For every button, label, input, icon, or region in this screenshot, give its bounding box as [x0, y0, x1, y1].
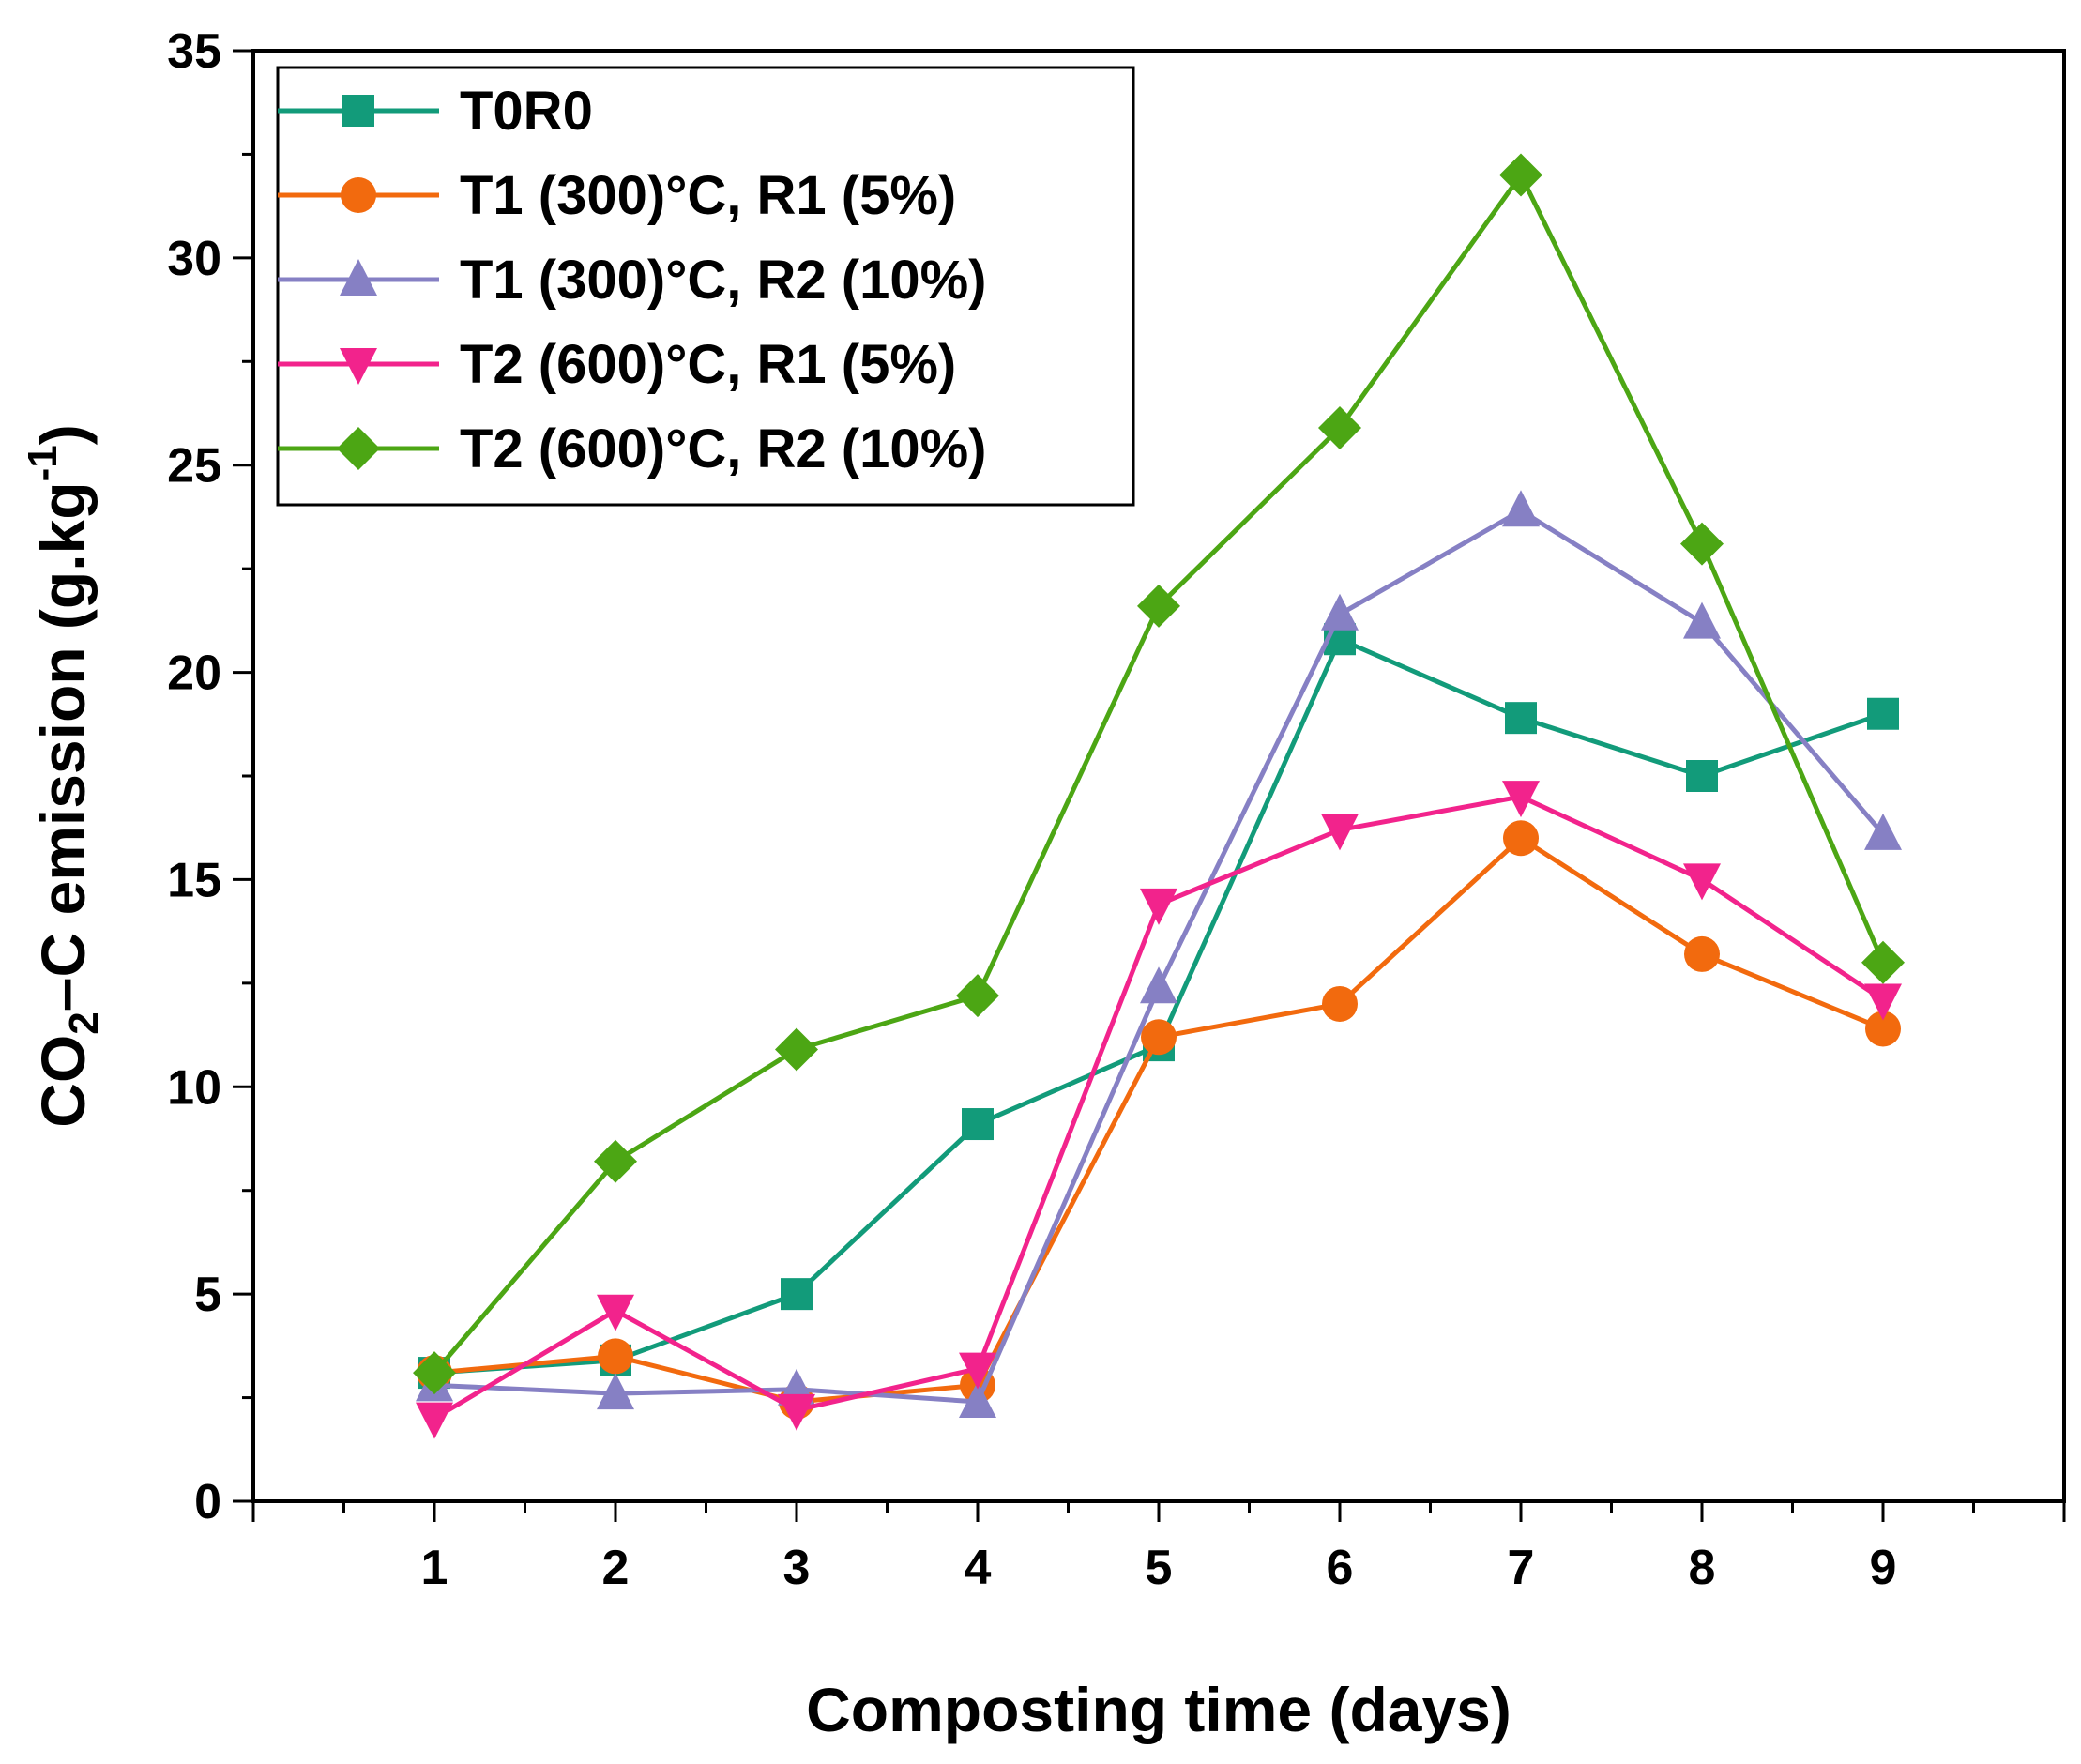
- data-point: [1684, 935, 1720, 972]
- legend-entry: T1 (300)°C, R2 (10%): [278, 250, 986, 311]
- data-point: [1502, 781, 1540, 818]
- data-point: [1322, 985, 1358, 1022]
- legend-label: T1 (300)°C, R1 (5%): [460, 165, 956, 226]
- series-layer: [413, 153, 1905, 1439]
- x-tick-label: 1: [421, 1541, 448, 1595]
- data-point: [1140, 966, 1177, 1004]
- y-tick-label: 20: [167, 646, 221, 701]
- data-point: [1503, 820, 1539, 857]
- legend-entry: T2 (600)°C, R1 (5%): [278, 334, 956, 395]
- x-axis-title: Composting time (days): [806, 1675, 1511, 1744]
- y-tick-label: 25: [167, 439, 221, 494]
- data-point: [1321, 814, 1359, 851]
- x-axis-ticks: 1 2 3 4 5 6 7 8 9: [251, 1501, 2066, 1595]
- legend-marker: [340, 348, 377, 385]
- data-point: [1502, 490, 1540, 527]
- data-point: [597, 1294, 634, 1331]
- data-point: [1867, 697, 1899, 730]
- data-point: [1683, 863, 1721, 901]
- data-point: [1140, 888, 1177, 925]
- legend-box: [276, 66, 1135, 507]
- data-point: [413, 1351, 456, 1395]
- y-tick-label: 35: [167, 24, 221, 79]
- series-1: [418, 623, 1899, 1390]
- data-point: [416, 1402, 453, 1439]
- data-point: [1137, 584, 1180, 628]
- data-point: [959, 1352, 996, 1390]
- x-tick-label: 2: [602, 1541, 630, 1595]
- y-axis-title: CO2–C emission (g.kg-1): [20, 424, 107, 1127]
- data-point: [1141, 1019, 1177, 1056]
- legend-label: T2 (600)°C, R2 (10%): [460, 418, 986, 479]
- data-point: [1861, 940, 1905, 984]
- x-tick-label: 6: [1327, 1541, 1354, 1595]
- series-line: [433, 636, 1884, 1376]
- data-point: [1318, 405, 1361, 449]
- data-point: [1321, 593, 1359, 631]
- data-point: [1499, 153, 1542, 197]
- y-tick-label: 5: [194, 1268, 221, 1322]
- series-5: [413, 153, 1905, 1395]
- data-point: [598, 1338, 633, 1375]
- legend-marker: [337, 427, 380, 470]
- data-point: [1686, 760, 1718, 792]
- legend-marker: [342, 95, 374, 127]
- data-point: [594, 1139, 637, 1183]
- y-tick-label: 15: [167, 853, 221, 907]
- y-tick-label: 0: [194, 1475, 221, 1529]
- data-point: [959, 1380, 996, 1418]
- x-tick-label: 8: [1689, 1541, 1716, 1595]
- x-tick-label: 3: [783, 1541, 811, 1595]
- data-point: [1680, 522, 1724, 566]
- data-point: [962, 1108, 994, 1141]
- data-point: [781, 1278, 813, 1311]
- data-point: [1864, 813, 1902, 850]
- legend-marker: [340, 259, 377, 296]
- legend: T0R0 T1 (300)°C, R1 (5%) T1 (300)°C, R2 (1…: [276, 66, 1135, 507]
- data-point: [775, 1027, 818, 1072]
- series-4: [416, 781, 1902, 1439]
- x-tick-label: 5: [1146, 1541, 1173, 1595]
- y-tick-label: 30: [167, 232, 221, 286]
- legend-entry: T1 (300)°C, R1 (5%): [278, 165, 956, 226]
- legend-label: T2 (600)°C, R1 (5%): [460, 334, 956, 395]
- x-tick-label: 4: [965, 1541, 992, 1595]
- legend-marker: [341, 177, 376, 213]
- data-point: [1864, 983, 1902, 1021]
- data-point: [1683, 601, 1721, 639]
- y-tick-label: 10: [167, 1060, 221, 1115]
- y-axis-ticks: 0 5 10 15 20 25 30 35: [167, 24, 253, 1529]
- x-tick-label: 7: [1508, 1541, 1535, 1595]
- series-3: [416, 490, 1902, 1418]
- data-point: [1865, 1011, 1901, 1047]
- data-point: [956, 974, 999, 1018]
- legend-label: T0R0: [460, 81, 593, 142]
- x-tick-label: 9: [1870, 1541, 1897, 1595]
- legend-entry: T2 (600)°C, R2 (10%): [278, 418, 986, 479]
- legend-label: T1 (300)°C, R2 (10%): [460, 250, 986, 311]
- series-line: [433, 508, 1885, 1405]
- y-axis-title-group: CO2–C emission (g.kg-1): [20, 424, 107, 1127]
- data-point: [597, 1373, 634, 1410]
- data-point: [778, 1393, 815, 1431]
- data-point: [1505, 702, 1537, 735]
- legend-entry: T0R0: [278, 81, 593, 142]
